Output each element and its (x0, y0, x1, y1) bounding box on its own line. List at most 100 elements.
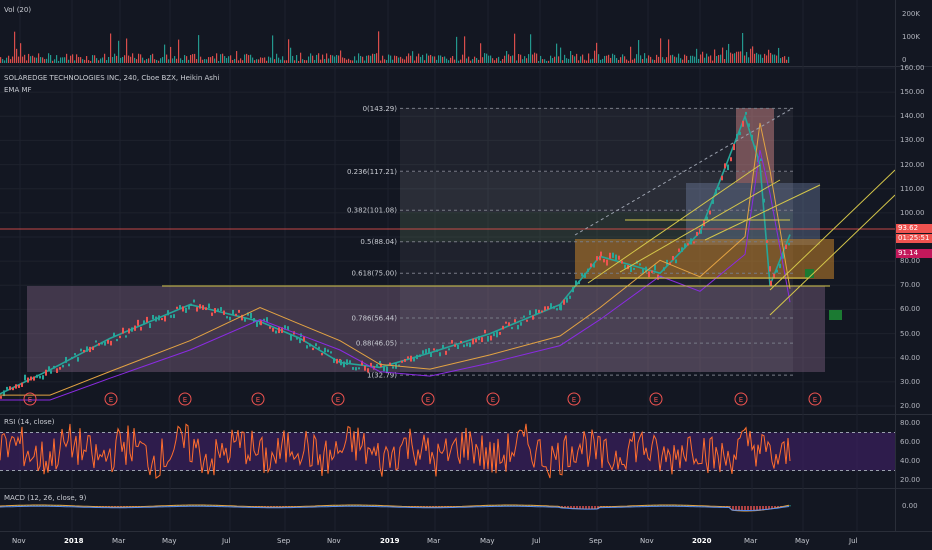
volume-bar (164, 44, 166, 63)
candle (42, 375, 44, 380)
candle (544, 306, 546, 311)
volume-bar (506, 51, 508, 63)
macd-histogram (579, 506, 581, 510)
volume-bar (554, 56, 556, 63)
candle (736, 134, 738, 140)
volume-bar (488, 55, 490, 63)
macd-histogram (51, 505, 53, 507)
macd-histogram (210, 505, 212, 507)
candle (523, 315, 525, 318)
volume-bar (190, 54, 192, 63)
indicator-title[interactable]: EMA MF (4, 86, 32, 94)
volume-bar (432, 56, 434, 63)
macd-histogram (504, 505, 506, 507)
candle (748, 123, 750, 127)
volume-bar (186, 56, 188, 63)
volume-bar (362, 56, 364, 63)
chart-canvas[interactable]: 0(143.29) 0.236(117.21) 0.382(101.08) 0.5(8… (0, 0, 895, 531)
macd-histogram (510, 505, 512, 507)
volume-bar (660, 38, 662, 63)
macd-histogram (561, 506, 563, 508)
time-label: 2019 (380, 537, 400, 545)
pane-divider[interactable] (0, 414, 932, 415)
volume-title[interactable]: Vol (20) (4, 6, 32, 14)
macd-histogram (582, 506, 584, 510)
volume-bar (112, 57, 114, 63)
candle (146, 316, 148, 323)
macd-histogram (762, 506, 764, 511)
volume-bar (250, 54, 252, 63)
macd-histogram (360, 505, 362, 507)
candle (615, 254, 617, 260)
volume-bar (462, 54, 464, 63)
macd-histogram (678, 505, 680, 507)
macd-histogram (351, 505, 353, 507)
volume-bar (384, 59, 386, 63)
volume-bar (18, 56, 20, 63)
candle (475, 338, 477, 343)
macd-histogram (501, 505, 503, 507)
volume-bar (108, 57, 110, 63)
time-label: Jul (222, 537, 231, 545)
macd-histogram (24, 505, 26, 507)
volume-bar (760, 54, 762, 63)
volume-bar (594, 50, 596, 63)
candle (490, 335, 492, 341)
macd-histogram (648, 505, 650, 507)
candle (253, 318, 255, 323)
volume-bar (188, 59, 190, 63)
volume-bar (632, 59, 634, 63)
macd-histogram (756, 506, 758, 511)
volume-bar (424, 60, 426, 63)
macd-title[interactable]: MACD (12, 26, close, 9) (4, 494, 87, 502)
price-title[interactable]: SOLAREDGE TECHNOLOGIES INC, 240, Cboe BZ… (4, 74, 220, 82)
volume-bar (102, 57, 104, 63)
volume-tick: 0 (902, 56, 907, 64)
candle (361, 360, 363, 366)
volume-bar (700, 54, 702, 63)
candle (593, 264, 595, 268)
volume-bar (42, 57, 44, 63)
volume-bar (356, 60, 358, 63)
candle (407, 356, 409, 359)
time-label: Mar (744, 537, 758, 545)
rsi-title[interactable]: RSI (14, close) (4, 418, 55, 426)
volume-bar (620, 57, 622, 63)
volume-bar (110, 33, 112, 63)
candle (727, 164, 729, 171)
volume-bar (74, 60, 76, 63)
fib-band (400, 212, 793, 242)
volume-bar (404, 59, 406, 63)
macd-line (0, 504, 790, 512)
macd-histogram (681, 505, 683, 507)
volume-bar (332, 55, 334, 63)
volume-bar (276, 53, 278, 63)
volume-bar (366, 55, 368, 63)
volume-bar (54, 59, 56, 63)
volume-bar (588, 53, 590, 63)
pane-divider[interactable] (0, 531, 932, 532)
volume-bar (558, 56, 560, 63)
volume-bar (556, 43, 558, 63)
candle (639, 263, 641, 266)
volume-bar (526, 58, 528, 63)
volume-bar (254, 60, 256, 63)
volume-bar (100, 58, 102, 63)
earnings-marker (734, 392, 748, 406)
volume-bar (614, 54, 616, 63)
macd-histogram (567, 506, 569, 509)
volume-bar (40, 57, 42, 63)
candle (663, 267, 665, 271)
volume-bar (474, 56, 476, 63)
pane-divider[interactable] (0, 66, 932, 67)
candle (27, 377, 29, 383)
volume-bar (562, 60, 564, 63)
volume-bar (304, 60, 306, 63)
pane-divider[interactable] (0, 488, 932, 489)
volume-bar (678, 53, 680, 63)
candle (143, 320, 145, 325)
volume-bar (686, 55, 688, 63)
macd-histogram (489, 505, 491, 507)
macd-histogram (669, 505, 671, 507)
trend-line (769, 169, 895, 291)
